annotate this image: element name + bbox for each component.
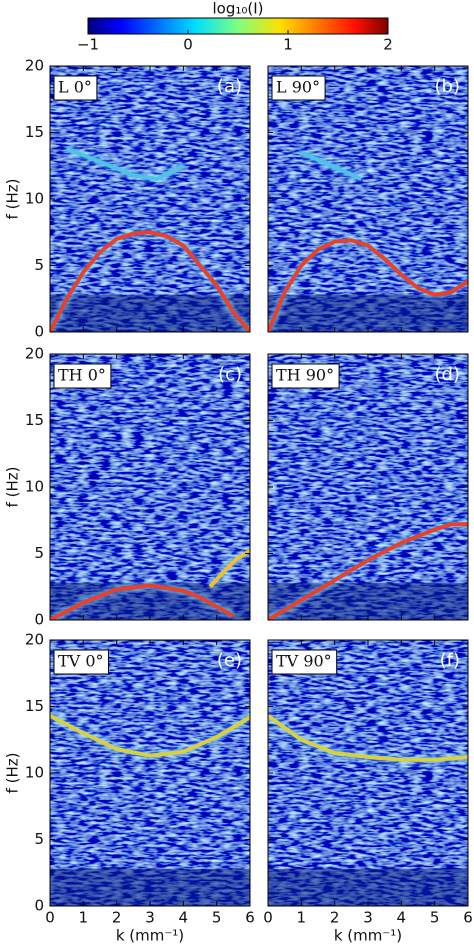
curve	[50, 714, 250, 758]
panel-label-box	[271, 363, 340, 389]
colorbar-tick-label: 1	[283, 36, 293, 54]
y-tick-label: 0	[34, 897, 44, 915]
heatmap-background	[50, 640, 250, 906]
colorbar	[87, 17, 389, 35]
y-axis-label: f (Hz)	[4, 179, 22, 220]
curve	[50, 583, 235, 620]
panel-tag: (c)	[218, 364, 242, 385]
x-tick-label: 6	[245, 909, 255, 927]
panel-tag: (a)	[217, 76, 242, 97]
y-tick-label: 20	[25, 345, 44, 363]
panel-label-box	[271, 75, 326, 101]
y-tick-label: 10	[25, 190, 44, 208]
y-tick-label: 5	[34, 544, 44, 562]
y-tick-label: 15	[25, 697, 44, 715]
x-tick-label: 0	[263, 909, 273, 927]
heatmap-background	[268, 354, 468, 620]
y-tick-label: 0	[34, 323, 44, 341]
low-frequency-band	[268, 868, 468, 906]
colorbar-tick-label: 2	[383, 36, 393, 54]
low-frequency-band	[268, 294, 468, 332]
curve	[268, 714, 468, 762]
x-tick-label: 6	[463, 909, 473, 927]
x-tick-label: 5	[430, 909, 440, 927]
colorbar-tick-label: 0	[183, 36, 193, 54]
low-frequency-band	[50, 868, 250, 906]
panel-label: TH 0°	[58, 366, 106, 385]
y-tick-label: 10	[25, 478, 44, 496]
y-tick-label: 15	[25, 411, 44, 429]
panel-label-box	[271, 649, 338, 675]
curve	[268, 238, 468, 332]
panel-label: L 0°	[58, 78, 92, 97]
low-frequency-band	[50, 294, 250, 332]
y-axis-label: f (Hz)	[4, 753, 22, 794]
panel-label-box	[53, 363, 112, 389]
panel-tag: (e)	[217, 650, 242, 671]
panel-label: L 90°	[276, 78, 320, 97]
y-tick-label: 0	[34, 611, 44, 629]
panel-tag: (d)	[435, 364, 460, 385]
y-tick-label: 10	[25, 764, 44, 782]
x-tick-label: 1	[297, 909, 307, 927]
x-tick-label: 5	[212, 909, 222, 927]
x-axis-label: k (mm⁻¹)	[116, 927, 184, 945]
panel-label: TH 90°	[276, 366, 334, 385]
x-tick-label: 0	[45, 909, 55, 927]
panel-label: TV 0°	[58, 652, 104, 671]
heatmap-background	[268, 66, 468, 332]
x-tick-label: 3	[363, 909, 373, 927]
panel-label: TV 90°	[276, 652, 332, 671]
x-tick-label: 3	[145, 909, 155, 927]
x-tick-label: 4	[179, 909, 189, 927]
panel-label-box	[53, 75, 98, 101]
curves	[50, 711, 250, 761]
panel-tag: (b)	[435, 76, 460, 97]
panel-label-box	[53, 649, 109, 675]
x-tick-label: 2	[112, 909, 122, 927]
curve	[50, 230, 250, 332]
curves	[268, 148, 468, 332]
y-tick-label: 15	[25, 123, 44, 141]
colorbar-tick-label: −1	[77, 36, 99, 54]
curve	[300, 150, 363, 181]
x-tick-label: 2	[330, 909, 340, 927]
curves	[268, 519, 468, 620]
y-tick-label: 5	[34, 256, 44, 274]
curve	[208, 549, 250, 589]
y-tick-label: 20	[25, 631, 44, 649]
curve	[268, 522, 468, 620]
panel-tag: (f)	[440, 650, 460, 671]
y-tick-label: 5	[34, 830, 44, 848]
curves	[50, 144, 250, 332]
colorbar-label: log₁₀(I)	[212, 0, 263, 18]
x-tick-label: 4	[397, 909, 407, 927]
y-tick-label: 20	[25, 57, 44, 75]
y-axis-label: f (Hz)	[4, 467, 22, 508]
curves	[50, 546, 250, 620]
heatmap-background	[268, 640, 468, 906]
x-tick-label: 1	[79, 909, 89, 927]
curve	[65, 146, 185, 182]
x-axis-label: k (mm⁻¹)	[334, 927, 402, 945]
curves	[268, 712, 468, 765]
